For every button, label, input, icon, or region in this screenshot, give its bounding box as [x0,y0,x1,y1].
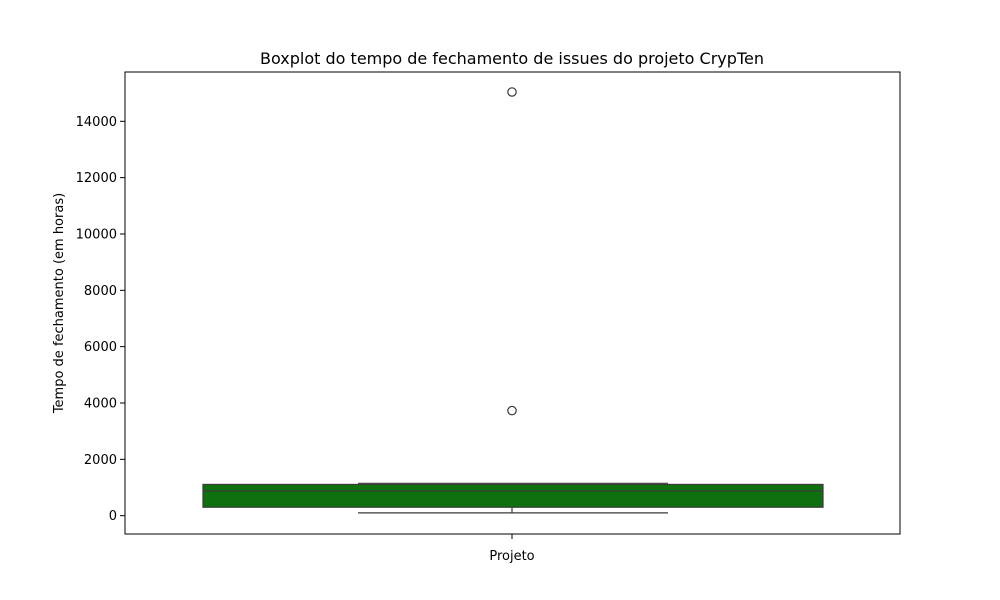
outlier-point [507,405,517,416]
y-tick-label: 8000 [84,284,117,299]
y-tick-label: 2000 [84,453,117,468]
outlier-point [507,87,517,97]
y-tick-label: 12000 [76,171,117,186]
y-tick-label: 4000 [84,397,117,412]
chart-title: Boxplot do tempo de fechamento de issues… [260,49,764,68]
iqr-box [202,483,824,508]
plot-area [202,87,824,514]
y-tick-label: 6000 [84,340,117,355]
y-axis-label: Tempo de fechamento (em horas) [52,193,67,414]
x-tick-label: Projeto [489,549,534,564]
y-tick-label: 10000 [76,227,117,242]
plot-frame [124,71,901,535]
y-tick-label: 0 [109,509,117,524]
y-tick-label: 14000 [76,115,117,130]
